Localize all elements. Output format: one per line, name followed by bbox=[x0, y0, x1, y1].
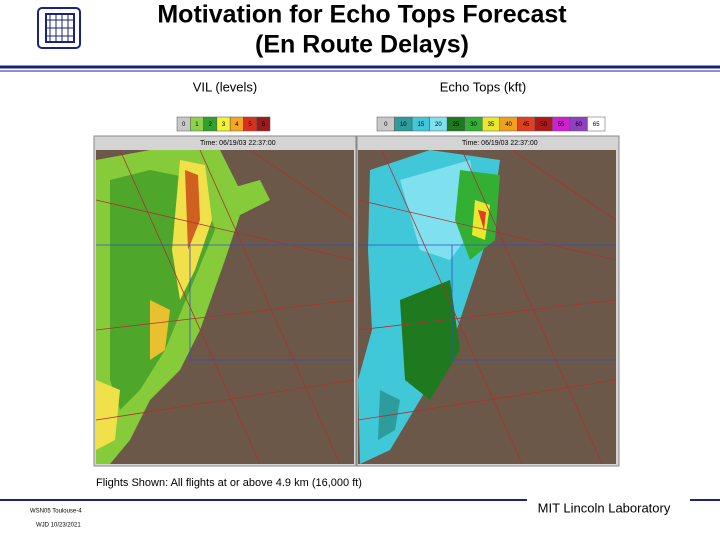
footer-text: WJD 10/23/2021 bbox=[36, 523, 81, 529]
legend-label: 0 bbox=[384, 122, 388, 128]
legend-label: 20 bbox=[435, 122, 442, 128]
logo bbox=[37, 7, 81, 49]
legend-label: 65 bbox=[593, 122, 600, 128]
legend-label: 0 bbox=[182, 122, 186, 128]
legend-label: 50 bbox=[540, 122, 547, 128]
legend-label: 40 bbox=[505, 122, 512, 128]
map-panel bbox=[93, 135, 620, 467]
legend-label: 2 bbox=[209, 122, 213, 128]
legend-label: 3 bbox=[222, 122, 226, 128]
legend-label: 5 bbox=[248, 122, 252, 128]
legend-label: 30 bbox=[470, 122, 477, 128]
legend-label: 1 bbox=[195, 122, 199, 128]
title: Motivation for Echo Tops Forecast bbox=[157, 1, 567, 29]
legend-label: 35 bbox=[488, 122, 495, 128]
legend-label: 4 bbox=[235, 122, 239, 128]
legend-label: 15 bbox=[418, 122, 425, 128]
legend-label: 45 bbox=[523, 122, 530, 128]
caption: Flights Shown: All flights at or above 4… bbox=[96, 477, 362, 489]
map-time: Time: 06/19/03 22:37:00 bbox=[200, 140, 276, 147]
title: (En Route Delays) bbox=[255, 31, 469, 59]
legend-swatch bbox=[587, 116, 606, 132]
map-time: Time: 06/19/03 22:37:00 bbox=[462, 140, 538, 147]
legend-label: 60 bbox=[575, 122, 582, 128]
panel-label: VIL (levels) bbox=[193, 79, 258, 94]
panel-label: Echo Tops (kft) bbox=[440, 79, 526, 94]
legend-label: 10 bbox=[400, 122, 407, 128]
legend-label: 55 bbox=[558, 122, 565, 128]
legend-swatch bbox=[256, 116, 271, 132]
organization: MIT Lincoln Laboratory bbox=[538, 500, 671, 515]
footer-text: WSN05 Toulouse-4 bbox=[30, 509, 82, 515]
legend-label: 6 bbox=[262, 122, 266, 128]
legend-label: 25 bbox=[453, 122, 460, 128]
